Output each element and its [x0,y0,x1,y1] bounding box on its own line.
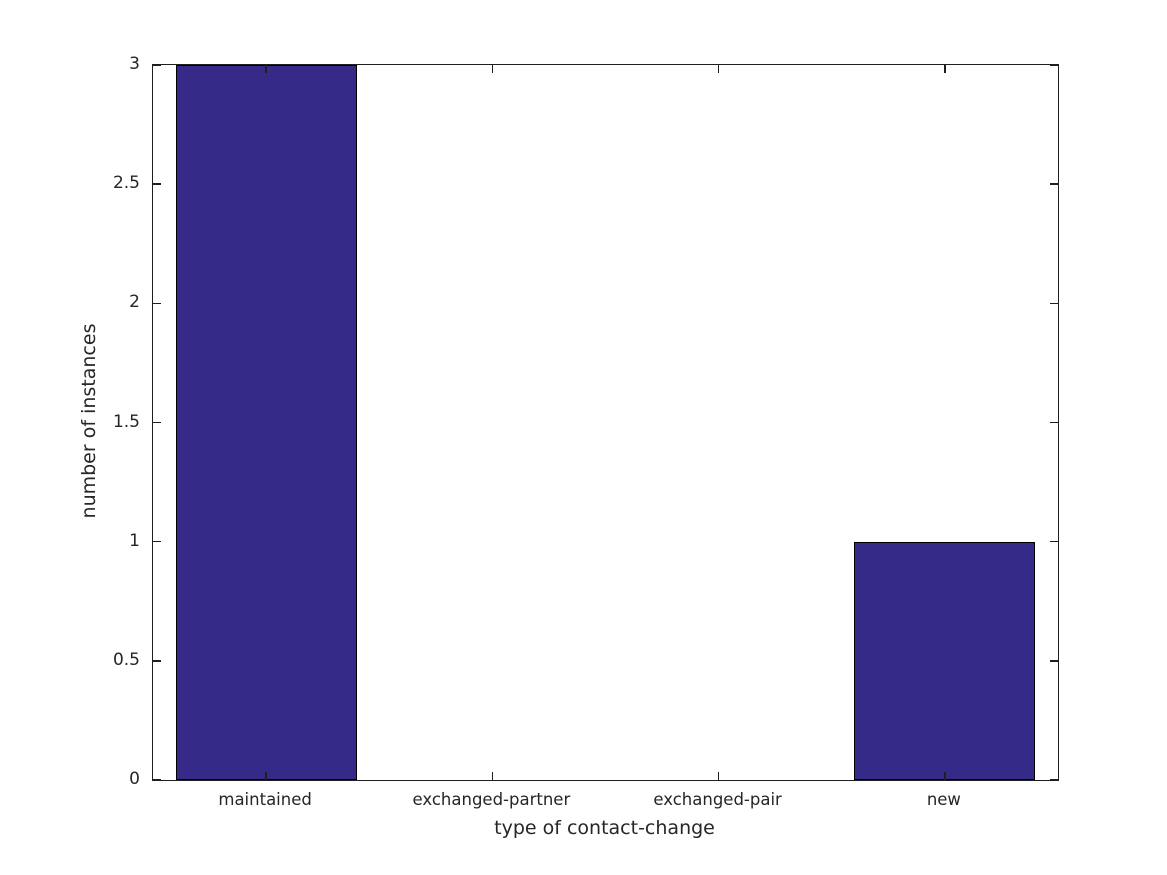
x-tick-top [944,65,946,73]
y-tick-label: 2 [129,292,140,313]
y-tick-left [153,540,161,543]
y-tick-label: 3 [129,54,140,74]
x-tick-bottom [491,772,494,780]
x-tick-top [491,65,494,73]
y-tick-right [1050,302,1058,305]
y-tick-right [1050,183,1058,185]
x-tick-bottom [265,772,267,780]
y-tick-label: 0 [129,769,140,789]
y-tick-right [1050,421,1058,424]
plot-area [152,64,1059,781]
y-tick-left [153,64,161,66]
y-tick-right [1050,540,1058,543]
y-tick-left [153,779,161,781]
x-tick-bottom [944,772,946,780]
y-tick-label: 0.5 [112,649,140,670]
x-tick-top [265,65,267,73]
y-tick-left [153,660,161,662]
x-tick-top [717,65,720,73]
y-tick-right [1050,779,1058,781]
y-tick-label: 1 [129,530,140,551]
x-tick-label: maintained [218,790,312,809]
bar-new [854,541,1036,780]
x-tick-label: new [926,790,961,809]
y-tick-left [153,302,161,305]
y-tick-left [153,421,161,424]
y-tick-right [1050,64,1058,66]
y-tick-label: 1.5 [112,411,140,432]
y-tick-label: 2.5 [112,173,140,194]
x-tick-bottom [717,772,720,780]
y-tick-left [153,183,161,185]
x-tick-label: exchanged-pair [653,790,782,809]
x-tick-label: exchanged-partner [412,790,571,809]
x-axis-label: type of contact-change [494,817,715,839]
bar-maintained [175,65,357,780]
y-tick-right [1050,660,1058,662]
